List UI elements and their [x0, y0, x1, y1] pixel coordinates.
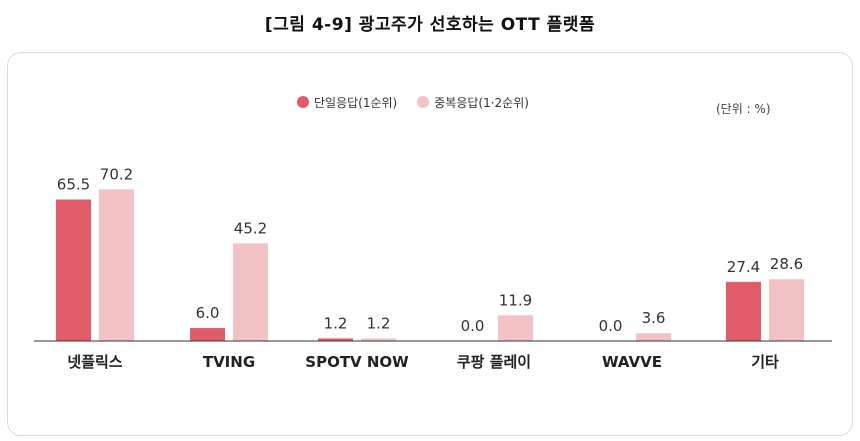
figure-title: [그림 4-9] 광고주가 선호하는 OTT 플랫폼 [264, 15, 596, 35]
bar-single-2 [318, 338, 353, 341]
bar-single-1 [190, 328, 225, 341]
bar-multi-2 [361, 338, 396, 341]
data-label-multi-0: 70.2 [100, 165, 133, 183]
legend-label-single: 단일응답(1순위) [314, 95, 398, 110]
legend-item-multi: 중복응답(1·2순위) [417, 94, 529, 111]
category-label-5: 기타 [751, 353, 779, 371]
data-label-single-0: 65.5 [57, 176, 90, 194]
data-label-multi-3: 11.9 [499, 291, 532, 309]
unit-label: (단위 : %) [716, 102, 771, 116]
category-label-3: 쿠팡 플레이 [457, 353, 531, 371]
chart-legend: 단일응답(1순위) 중복응답(1·2순위) [297, 93, 549, 111]
data-label-multi-1: 45.2 [234, 219, 267, 237]
data-label-multi-2: 1.2 [367, 314, 391, 332]
data-label-multi-5: 28.6 [770, 255, 803, 273]
bar-single-5 [726, 281, 761, 341]
data-label-single-1: 6.0 [196, 304, 220, 322]
category-label-4: WAVVE [602, 353, 662, 371]
bar-multi-1 [233, 243, 268, 341]
chart-panel [7, 52, 853, 436]
data-label-multi-4: 3.6 [642, 309, 666, 327]
bar-multi-4 [636, 333, 671, 341]
bar-multi-3 [498, 315, 533, 341]
bar-multi-0 [99, 189, 134, 341]
data-label-single-4: 0.0 [599, 317, 623, 335]
legend-item-single: 단일응답(1순위) [297, 94, 397, 111]
category-label-1: TVING [203, 353, 255, 371]
data-label-single-2: 1.2 [324, 314, 348, 332]
data-label-single-5: 27.4 [727, 258, 760, 276]
legend-dot-multi-icon [417, 96, 430, 108]
data-label-single-3: 0.0 [461, 317, 485, 335]
category-label-2: SPOTV NOW [305, 353, 409, 371]
legend-label-multi: 중복응답(1·2순위) [434, 95, 529, 110]
legend-dot-single-icon [297, 96, 309, 108]
bar-multi-5 [769, 279, 804, 341]
bar-single-0 [56, 199, 91, 341]
category-label-0: 넷플릭스 [67, 353, 122, 371]
